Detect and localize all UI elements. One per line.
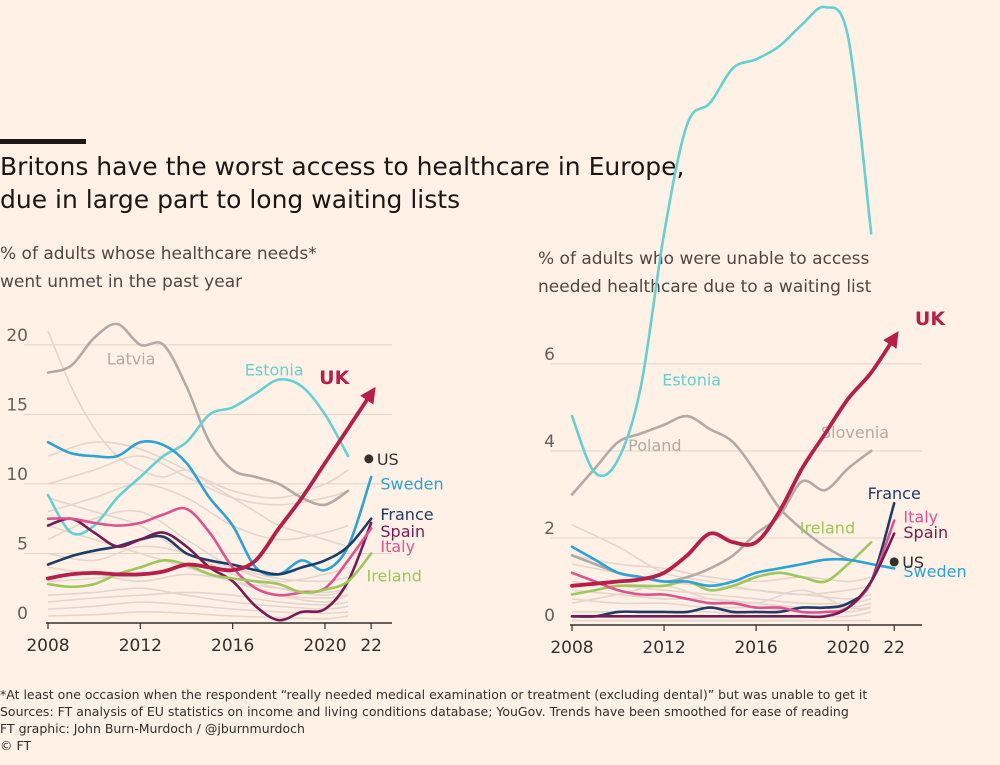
x-tick-label: 2012: [642, 638, 685, 658]
series-label-ireland: Ireland: [800, 519, 855, 538]
title-line-2: due in large part to long waiting lists: [0, 185, 461, 214]
series-label-sweden: Sweden: [380, 474, 443, 493]
right-subtitle-line-2: needed healthcare due to a waiting list: [538, 277, 872, 297]
y-tick-label: 15: [6, 395, 28, 415]
series-label-italy: Italy: [380, 537, 415, 556]
background-country-line: [571, 598, 872, 614]
series-label-spain: Spain: [903, 523, 948, 542]
footer-note: *At least one occasion when the responde…: [0, 687, 868, 702]
series-label-sweden: Sweden: [903, 562, 966, 581]
background-country-line: [47, 455, 349, 506]
x-tick-label: 2016: [211, 636, 254, 656]
x-tick-label: 2020: [827, 638, 870, 658]
background-country-line: [571, 589, 872, 609]
series-line-ireland: [570, 541, 873, 596]
background-country-line: [47, 509, 349, 583]
series-label-latvia: Latvia: [107, 349, 156, 368]
footer-credit: FT graphic: John Burn-Murdoch / @jburnmu…: [0, 721, 305, 736]
x-tick-label: 2012: [119, 636, 162, 656]
x-tick-label: 2008: [26, 636, 69, 656]
point-label-us: US: [902, 553, 924, 572]
x-tick-label: 2020: [303, 636, 346, 656]
series-line-france: [46, 517, 373, 576]
y-tick-label: 6: [544, 345, 555, 365]
x-tick-label: 2016: [734, 638, 777, 658]
series-label-estonia: Estonia: [662, 371, 721, 390]
background-country-line: [47, 545, 349, 597]
series-label-ireland: Ireland: [367, 566, 422, 585]
point-us: [889, 557, 899, 567]
y-tick-label: 0: [544, 606, 555, 626]
series-line-france: [570, 501, 896, 618]
background-country-line: [47, 566, 349, 603]
series-line-sweden: [570, 545, 896, 588]
chart-right: 0 2 4 6 2008 2012 2016 2020 22 Slovenia Poland Esto…: [544, 5, 967, 658]
footer-sources: Sources: FT analysis of EU statistics on…: [0, 704, 849, 719]
series-line-ireland: [46, 552, 373, 594]
footer: *At least one occasion when the responde…: [0, 686, 867, 754]
series-line-estonia: [570, 5, 873, 478]
right-subtitle-line-1: % of adults who were unable to access: [538, 249, 870, 269]
x-tick-label: 22: [883, 638, 905, 658]
series-label-italy: Italy: [903, 508, 938, 527]
x-tick-label: 22: [360, 636, 382, 656]
background-country-line: [571, 554, 872, 583]
background-country-line: [47, 601, 349, 615]
series-line-poland: [570, 414, 850, 561]
y-tick-label: 2: [544, 519, 555, 539]
title-rule: [0, 139, 86, 144]
series-label-uk: UK: [319, 367, 350, 389]
series-label-france: France: [380, 505, 433, 524]
y-tick-label: 4: [544, 432, 555, 452]
y-tick-label: 20: [6, 326, 28, 346]
left-subtitle-line-1: % of adults whose healthcare needs*: [0, 244, 317, 264]
left-subtitle-line-2: went unmet in the past year: [0, 272, 243, 292]
series-label-slovenia: Slovenia: [821, 423, 889, 442]
series-line-uk: [570, 331, 899, 588]
series-line-slovenia: [570, 449, 873, 583]
chart-left: 0 5 10 15 20 2008 2012 2016 2020 22 Latvia Estonia S…: [6, 322, 444, 656]
footer-copyright: © FT: [0, 738, 32, 753]
series-line-spain: [570, 532, 896, 619]
y-tick-label: 10: [6, 465, 28, 485]
left-chart-subtitle: % of adults whose healthcare needs* went…: [0, 240, 317, 296]
series-line-sweden: [46, 440, 373, 577]
series-line-uk: [46, 386, 376, 581]
series-label-france: France: [868, 484, 921, 503]
background-country-line: [47, 524, 349, 599]
right-chart-subtitle: % of adults who were unable to access ne…: [538, 245, 871, 301]
y-tick-label: 5: [17, 534, 28, 554]
y-tick-label: 0: [17, 604, 28, 624]
page-title: Britons have the worst access to healthc…: [0, 150, 684, 216]
x-tick-label: 2008: [550, 638, 593, 658]
background-country-line: [47, 611, 349, 620]
series-label-poland: Poland: [628, 436, 681, 455]
background-country-line: [47, 441, 349, 499]
point-us: [364, 454, 374, 464]
background-country-line: [47, 483, 349, 541]
background-country-line: [47, 591, 349, 606]
series-line-latvia: [46, 322, 350, 507]
series-label-uk: UK: [915, 308, 946, 330]
series-label-spain: Spain: [380, 522, 425, 541]
background-country-line: [47, 587, 349, 610]
point-label-us: US: [377, 450, 399, 469]
series-label-estonia: Estonia: [245, 360, 304, 379]
title-line-1: Britons have the worst access to healthc…: [0, 152, 685, 181]
